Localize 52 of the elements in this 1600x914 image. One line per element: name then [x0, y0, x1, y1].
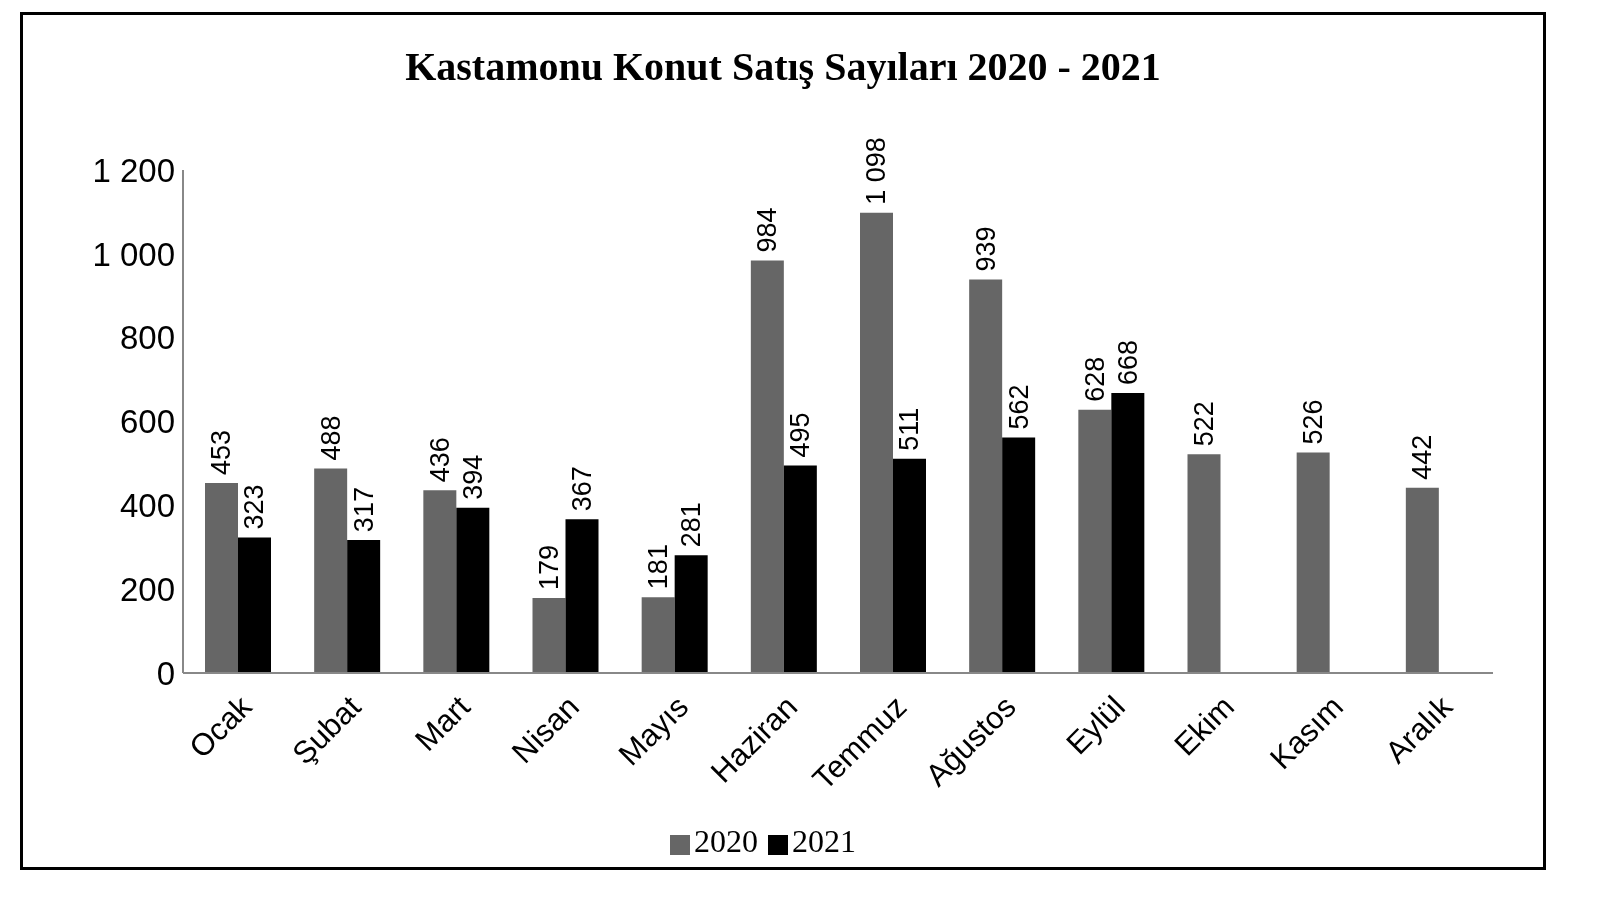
- data-label: 442: [1407, 434, 1438, 480]
- data-label: 317: [348, 487, 379, 533]
- bar: [456, 507, 490, 673]
- data-label: 1 098: [861, 137, 892, 205]
- data-label: 323: [239, 484, 270, 530]
- data-label: 668: [1112, 339, 1143, 385]
- bar: [565, 519, 599, 673]
- legend-label: 2020: [694, 823, 758, 859]
- bar: [423, 490, 457, 673]
- bar: [1296, 452, 1330, 673]
- data-label: 281: [676, 502, 707, 548]
- data-label: 522: [1189, 401, 1219, 447]
- bar: [641, 597, 675, 673]
- data-label: 394: [457, 454, 488, 500]
- bar: [1002, 437, 1036, 673]
- bar: [1111, 393, 1145, 673]
- y-tick-label: 400: [119, 487, 175, 525]
- bar: [860, 212, 893, 673]
- data-label: 511: [894, 407, 925, 451]
- data-label: 628: [1079, 356, 1110, 402]
- chart-title: Kastamonu Konut Satış Sayıları 2020 - 2021: [404, 43, 1162, 90]
- y-tick-label: 1 200: [92, 151, 175, 189]
- bar: [238, 537, 271, 673]
- y-tick-label: 200: [119, 570, 175, 608]
- bar: [1078, 409, 1112, 673]
- y-tick-label: 800: [119, 319, 175, 357]
- data-label: 181: [643, 544, 674, 590]
- y-tick-label: 600: [119, 403, 175, 441]
- data-label: 367: [567, 466, 597, 512]
- data-label: 939: [970, 226, 1001, 272]
- bar: [1187, 454, 1221, 673]
- data-label: 562: [1003, 384, 1034, 430]
- bar: [205, 483, 238, 673]
- legend-label: 2021: [792, 823, 856, 859]
- data-label: 453: [206, 430, 237, 476]
- bar: [750, 260, 784, 673]
- bar: [674, 555, 708, 673]
- data-label: 984: [752, 207, 783, 253]
- bar: [893, 458, 926, 673]
- bar: [314, 468, 348, 673]
- data-label: 495: [785, 412, 816, 458]
- bar: [532, 597, 566, 673]
- data-label: 179: [534, 544, 564, 590]
- y-tick-label: 1 000: [92, 235, 175, 273]
- bar: [783, 465, 817, 673]
- bar: [347, 540, 381, 673]
- bar: [1405, 487, 1439, 673]
- y-tick-label: 0: [156, 654, 175, 692]
- data-label: 526: [1298, 399, 1329, 445]
- data-label: 488: [315, 415, 346, 461]
- data-label: 436: [424, 437, 455, 483]
- bar: [969, 279, 1003, 673]
